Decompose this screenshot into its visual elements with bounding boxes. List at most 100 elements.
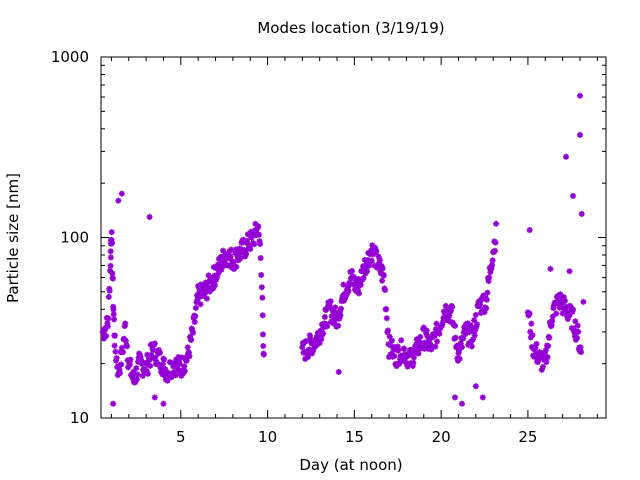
data-point xyxy=(189,329,196,336)
data-point xyxy=(452,322,459,329)
data-point xyxy=(105,293,112,300)
data-point xyxy=(355,290,362,297)
data-point xyxy=(546,334,553,341)
data-point xyxy=(489,261,496,268)
y-tick-label: 10 xyxy=(70,409,89,427)
data-point xyxy=(388,337,395,344)
data-point xyxy=(553,310,560,317)
data-point xyxy=(526,310,533,317)
data-point xyxy=(349,267,356,274)
y-ticks: 10 100 1000 xyxy=(51,48,606,427)
data-point xyxy=(192,304,199,311)
data-point xyxy=(335,368,342,375)
data-point xyxy=(428,346,435,353)
data-point xyxy=(474,321,481,328)
data-point xyxy=(237,255,244,262)
data-point xyxy=(547,265,554,272)
data-point xyxy=(320,330,327,337)
data-point xyxy=(471,332,478,339)
data-point xyxy=(151,340,158,347)
data-point xyxy=(458,400,465,407)
data-point xyxy=(526,227,533,234)
data-point xyxy=(112,348,119,355)
data-point xyxy=(321,313,328,320)
data-point xyxy=(109,270,116,277)
data-point xyxy=(533,340,540,347)
data-point xyxy=(197,301,204,308)
data-point xyxy=(107,254,114,261)
data-point xyxy=(483,305,490,312)
data-point xyxy=(191,318,198,325)
data-point xyxy=(122,320,129,327)
data-point xyxy=(357,282,364,289)
data-point xyxy=(108,240,115,247)
data-point xyxy=(257,255,264,262)
data-point xyxy=(147,362,154,369)
data-point xyxy=(486,274,493,281)
data-point xyxy=(570,192,577,199)
data-point xyxy=(383,306,390,313)
data-point xyxy=(110,306,117,313)
x-tick-label: 20 xyxy=(432,428,451,446)
data-point xyxy=(366,262,373,269)
data-point xyxy=(431,332,438,339)
data-point xyxy=(255,231,262,238)
data-point xyxy=(432,343,439,350)
data-point xyxy=(391,352,398,359)
y-tick-label: 100 xyxy=(60,229,89,247)
data-point xyxy=(110,400,117,407)
data-point xyxy=(146,213,153,220)
data-point xyxy=(259,331,266,338)
data-point xyxy=(203,295,210,302)
data-point xyxy=(468,343,475,350)
data-point xyxy=(259,294,266,301)
data-point xyxy=(368,257,375,264)
data-point xyxy=(118,361,125,368)
data-point xyxy=(404,363,411,370)
data-point xyxy=(110,311,117,318)
data-point xyxy=(576,131,583,138)
y-axis-label: Particle size [nm] xyxy=(4,173,22,303)
data-point xyxy=(549,318,556,325)
data-point xyxy=(118,190,125,197)
data-point xyxy=(433,320,440,327)
data-point xyxy=(151,394,158,401)
data-point xyxy=(452,334,459,341)
data-point xyxy=(489,257,496,264)
data-point xyxy=(127,356,134,363)
data-point xyxy=(251,241,258,248)
data-point xyxy=(258,271,265,278)
data-point xyxy=(324,323,331,330)
data-point xyxy=(549,313,556,320)
data-point xyxy=(434,338,441,345)
data-point xyxy=(427,341,434,348)
data-point xyxy=(383,315,390,322)
data-point xyxy=(133,365,140,372)
data-point xyxy=(410,359,417,366)
data-point xyxy=(580,298,587,305)
data-point xyxy=(574,334,581,341)
data-point xyxy=(529,332,536,339)
data-point xyxy=(104,323,111,330)
data-point xyxy=(479,394,486,401)
x-tick-label: 5 xyxy=(176,428,186,446)
data-point xyxy=(379,277,386,284)
chart-title: Modes location (3/19/19) xyxy=(257,19,444,37)
data-point xyxy=(134,371,141,378)
data-point xyxy=(302,338,309,345)
data-point xyxy=(124,343,131,350)
data-point xyxy=(227,253,234,260)
data-point xyxy=(449,304,456,311)
data-point xyxy=(452,394,459,401)
data-point xyxy=(539,363,546,370)
data-point xyxy=(260,351,267,358)
data-point xyxy=(181,368,188,375)
data-point xyxy=(542,347,549,354)
data-point xyxy=(260,343,267,350)
data-point xyxy=(563,153,570,160)
data-point xyxy=(107,262,114,269)
data-point xyxy=(395,347,402,354)
data-point xyxy=(139,372,146,379)
data-point xyxy=(528,320,535,327)
